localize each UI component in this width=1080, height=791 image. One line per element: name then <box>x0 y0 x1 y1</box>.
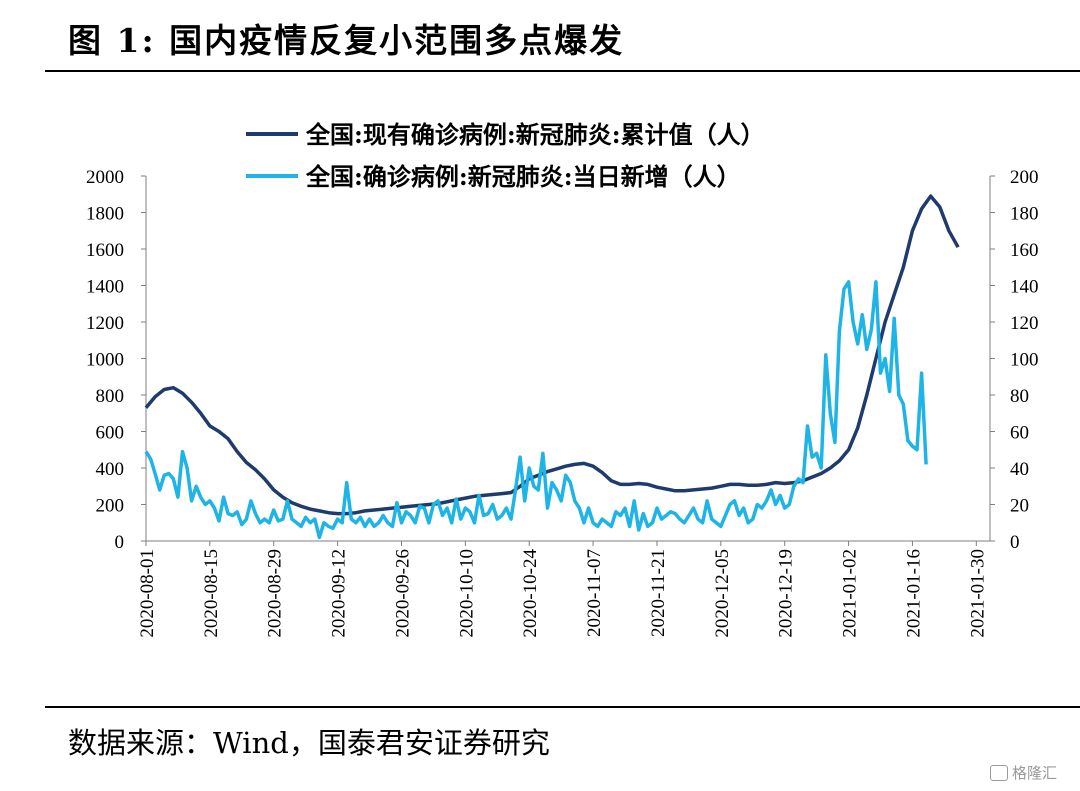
series-line-daily <box>144 280 928 540</box>
x-tick-label: 2020-08-15 <box>201 549 222 638</box>
legend: 全国:现有确诊病例:新冠肺炎:累计值（人） 全国:确诊病例:新冠肺炎:当日新增（人… <box>246 120 765 191</box>
x-tick-label: 2021-01-16 <box>903 549 924 638</box>
left-tick-label: 1200 <box>86 313 124 334</box>
right-tick-label: 80 <box>1010 386 1029 407</box>
legend-label: 全国:现有确诊病例:新冠肺炎:累计值（人） <box>305 120 765 149</box>
x-tick-label: 2020-09-12 <box>329 549 350 638</box>
watermark-logo-icon <box>990 764 1008 781</box>
right-tick-label: 200 <box>1010 167 1039 188</box>
right-tick-label: 160 <box>1010 240 1039 261</box>
right-tick-label: 0 <box>1010 532 1020 553</box>
x-tick-label: 2021-01-30 <box>967 549 988 638</box>
right-tick-label: 20 <box>1010 496 1029 517</box>
right-tick-label: 60 <box>1010 423 1029 444</box>
legend-label: 全国:确诊病例:新冠肺炎:当日新增（人） <box>305 162 741 191</box>
source-rule <box>45 706 1080 708</box>
x-tick-label: 2020-08-29 <box>265 549 286 638</box>
chart-axes: 0 200 400 600 800 1000 1200 1400 1600 1800 2000 0 20… <box>86 167 1039 638</box>
right-tick-label: 40 <box>1010 459 1029 480</box>
watermark-text: 格隆汇 <box>1012 764 1058 782</box>
x-tick-label: 2020-08-01 <box>137 549 158 638</box>
x-tick-label: 2020-10-10 <box>456 549 477 638</box>
left-tick-label: 1800 <box>86 204 124 225</box>
right-tick-label: 140 <box>1010 277 1039 298</box>
x-tick-label: 2021-01-02 <box>840 549 861 638</box>
series-line-cumulative <box>144 194 960 516</box>
right-tick-label: 180 <box>1010 204 1039 225</box>
left-tick-label: 1400 <box>86 277 124 298</box>
left-tick-label: 800 <box>96 386 125 407</box>
x-tick-label: 2020-12-19 <box>776 549 797 638</box>
left-tick-label: 400 <box>96 459 125 480</box>
right-tick-label: 100 <box>1010 350 1039 371</box>
watermark: 格隆汇 <box>990 762 1057 783</box>
left-tick-label: 2000 <box>86 167 124 188</box>
left-tick-label: 1000 <box>86 350 124 371</box>
x-tick-label: 2020-11-21 <box>648 549 669 637</box>
chart: 0 200 400 600 800 1000 1200 1400 1600 1800 2000 0 20… <box>86 120 1039 638</box>
source-note: 数据来源：Wind，国泰君安证券研究 <box>68 726 550 760</box>
left-tick-label: 1600 <box>86 240 124 261</box>
x-tick-label: 2020-09-26 <box>392 549 413 638</box>
figure-title: 图 1: 国内疫情反复小范围多点爆发 <box>68 21 625 60</box>
x-tick-label: 2020-10-24 <box>520 549 541 638</box>
title-rule <box>45 70 1080 72</box>
right-tick-label: 120 <box>1010 313 1039 334</box>
left-tick-label: 0 <box>115 532 125 553</box>
left-tick-label: 600 <box>96 423 125 444</box>
chart-series <box>144 194 960 540</box>
x-tick-label: 2020-11-07 <box>584 549 605 637</box>
x-tick-label: 2020-12-05 <box>712 549 733 638</box>
left-tick-label: 200 <box>96 496 125 517</box>
